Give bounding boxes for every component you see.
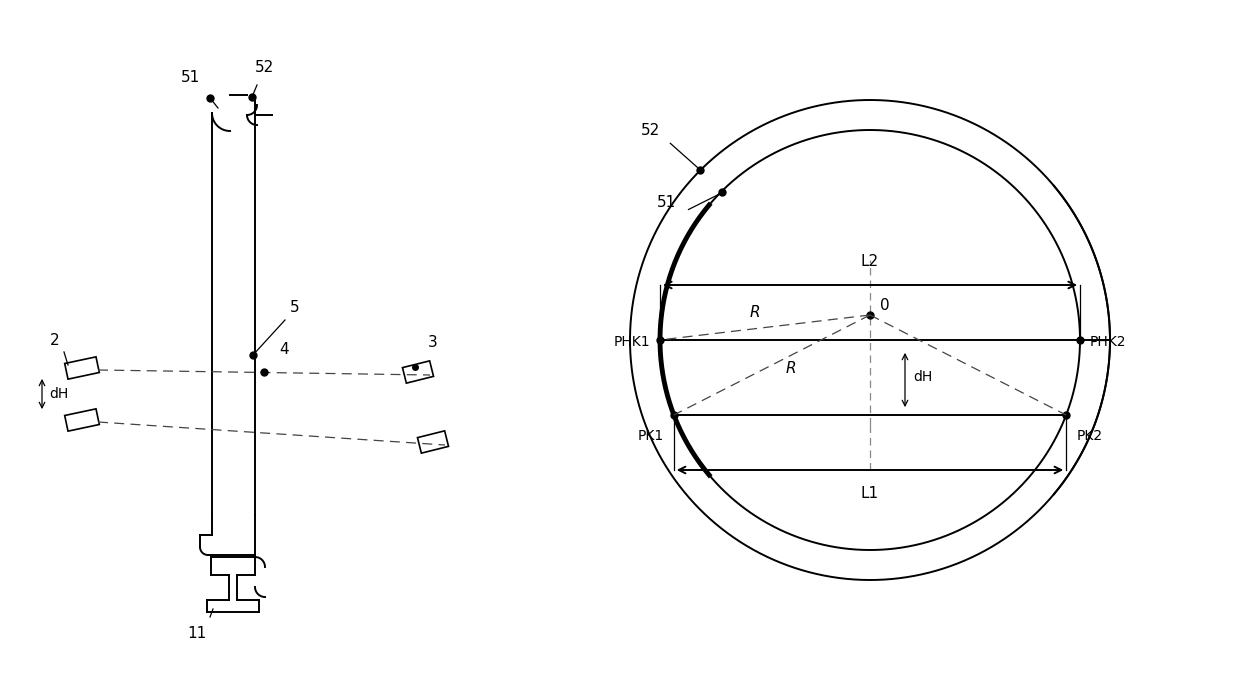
Text: 2: 2: [50, 333, 60, 348]
Text: 52: 52: [641, 123, 660, 138]
Text: L2: L2: [861, 254, 879, 269]
Text: 52: 52: [255, 60, 274, 75]
Text: 3: 3: [428, 335, 438, 350]
Text: PHK1: PHK1: [614, 335, 650, 349]
Text: 11: 11: [187, 626, 207, 641]
Text: PK1: PK1: [637, 429, 663, 443]
Text: PHK2: PHK2: [1090, 335, 1126, 349]
Text: 4: 4: [279, 342, 289, 357]
Text: dH: dH: [50, 387, 68, 401]
Text: R: R: [750, 305, 760, 320]
Text: 51: 51: [657, 194, 676, 209]
Text: PK2: PK2: [1076, 429, 1102, 443]
Text: L1: L1: [861, 486, 879, 501]
Text: 51: 51: [180, 70, 200, 85]
Text: 0: 0: [880, 298, 889, 313]
Text: 5: 5: [290, 300, 300, 315]
Text: dH: dH: [913, 370, 932, 384]
Text: R: R: [786, 361, 796, 376]
